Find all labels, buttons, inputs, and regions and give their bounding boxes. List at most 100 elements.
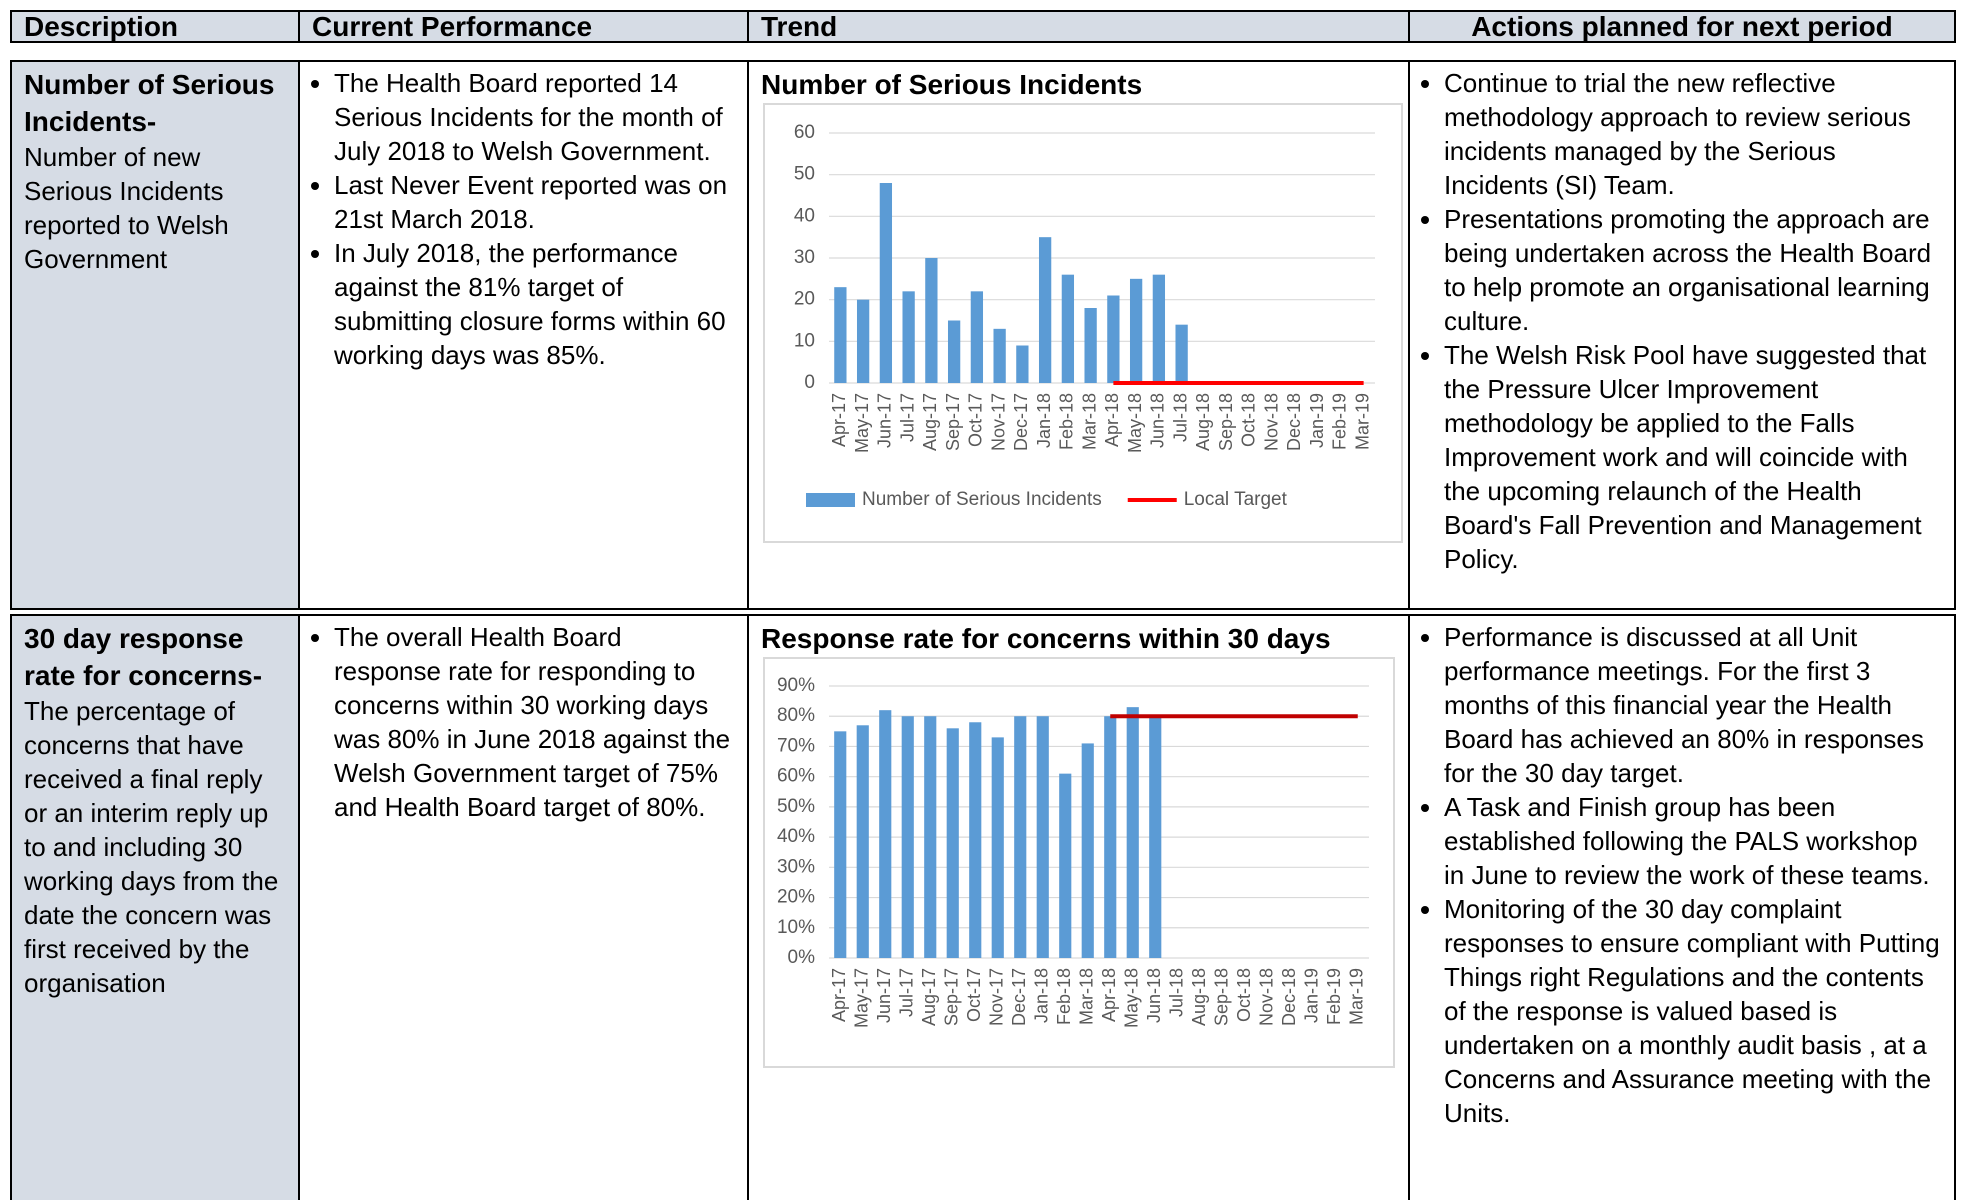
bullet-list: The overall Health Board response rate f… [312,620,735,824]
bullet-item: Performance is discussed at all Unit per… [1444,620,1942,790]
y-tick-label: 10 [794,330,815,351]
bar [1152,274,1166,383]
x-tick-label: Oct-17 [966,393,986,447]
y-tick-label: 40 [794,205,815,226]
y-tick-label: 80% [777,705,815,726]
actions-cell: Performance is discussed at all Unit per… [1408,614,1956,1200]
x-tick-label: Feb-19 [1324,968,1344,1025]
bullet-item: Presentations promoting the approach are… [1444,202,1942,338]
x-tick-label: Feb-19 [1330,393,1350,450]
y-tick-label: 50 [794,164,815,185]
bar [879,183,893,383]
description-cell: Number of Serious Incidents- Number of n… [10,60,300,610]
bullet-item: Continue to trial the new reflective met… [1444,66,1942,202]
x-tick-label: Apr-17 [829,968,849,1022]
bar [1126,707,1139,958]
x-tick-label: Feb-18 [1057,393,1077,450]
y-tick-label: 10% [777,917,815,938]
bar [1104,716,1117,958]
x-tick-label: Oct-17 [964,968,984,1022]
trend-cell: Response rate for concerns within 30 day… [747,614,1410,1200]
x-tick-label: Jan-18 [1032,968,1052,1023]
x-tick-label: Apr-18 [1102,393,1122,447]
x-tick-label: Mar-19 [1347,968,1367,1025]
trend-cell: Number of Serious Incidents 0 10 20 30 40 50 6… [747,60,1410,610]
legend-label: Number of Serious Incidents [862,489,1102,510]
bar [925,258,938,383]
x-tick-label: Mar-18 [1079,393,1099,450]
x-tick-label: Mar-19 [1352,393,1372,450]
bar [947,320,961,383]
x-tick-label: May-18 [1122,968,1142,1028]
bar [991,737,1004,958]
x-tick-label: Jan-18 [1034,393,1054,448]
bar [924,716,937,958]
x-tick-label: Sep-17 [943,393,963,451]
y-tick-label: 20% [777,887,815,908]
actions-cell: Continue to trial the new reflective met… [1408,60,1956,610]
x-tick-label: Jan-19 [1307,393,1327,448]
x-tick-label: Jun-17 [875,393,895,448]
y-tick-label: 50% [777,796,815,817]
x-tick-label: Oct-18 [1239,393,1259,447]
x-tick-label: Sep-18 [1216,393,1236,451]
x-tick-label: Nov-18 [1261,393,1281,451]
x-tick-label: Jun-17 [874,968,894,1023]
bullet-item: The Welsh Risk Pool have suggested that … [1444,338,1942,576]
chart-title: Number of Serious Incidents [761,69,1143,100]
bullet-item: A Task and Finish group has been establi… [1444,790,1942,892]
bar [834,287,847,383]
x-tick-label: Jul-18 [1170,393,1190,442]
bar [1175,324,1188,383]
y-tick-label: 60% [777,766,815,787]
x-tick-label: Nov-17 [988,393,1008,451]
chart-title: Response rate for concerns within 30 day… [761,623,1331,654]
performance-cell: The Health Board reported 14 Serious Inc… [298,60,749,610]
bar [1061,274,1075,383]
bar [1149,716,1162,958]
chart-frame [763,657,1395,1068]
header-cell: Actions planned for next period [1408,10,1956,43]
x-tick-label: Aug-18 [1189,968,1209,1026]
y-tick-label: 70% [777,735,815,756]
bar [1036,716,1049,958]
bullet-item: In July 2018, the performance against th… [334,236,735,372]
x-tick-label: Jun-18 [1144,968,1164,1023]
bullet-item: The Health Board reported 14 Serious Inc… [334,66,735,168]
bar [1038,237,1052,383]
x-tick-label: Apr-17 [829,393,849,447]
bullet-list: Continue to trial the new reflective met… [1422,66,1942,576]
y-tick-label: 30 [794,247,815,268]
bullet-list: Performance is discussed at all Unit per… [1422,620,1942,1130]
bar [901,716,914,958]
bar [856,725,869,958]
x-tick-label: Oct-18 [1234,968,1254,1022]
x-tick-label: Jul-17 [897,393,917,442]
x-tick-label: Aug-17 [920,393,940,451]
y-tick-label: 40% [777,826,815,847]
x-tick-label: Dec-17 [1009,968,1029,1026]
chart: 0%10%20%30%40%50%60%70%80%90%Apr-17 May-1… [763,657,1395,1068]
header-cell: Current Performance [298,10,749,43]
x-tick-label: Mar-18 [1077,968,1097,1025]
x-tick-label: Nov-18 [1257,968,1277,1026]
x-tick-label: Aug-18 [1193,393,1213,451]
x-tick-label: May-17 [852,393,872,453]
x-tick-label: Sep-17 [942,968,962,1026]
x-tick-label: Jul-17 [897,968,917,1017]
bar [879,710,892,958]
bar [902,291,915,383]
bar [1014,716,1027,958]
bar [1129,278,1143,383]
y-tick-label: 60 [794,122,815,143]
bar [946,728,959,958]
x-tick-label: Sep-18 [1212,968,1232,1026]
bar [969,722,982,958]
description-text: Number of new Serious Incidents reported… [24,142,229,274]
x-tick-label: Feb-18 [1054,968,1074,1025]
x-tick-label: May-18 [1125,393,1145,453]
bar [1107,295,1120,383]
x-tick-label: Nov-17 [987,968,1007,1026]
